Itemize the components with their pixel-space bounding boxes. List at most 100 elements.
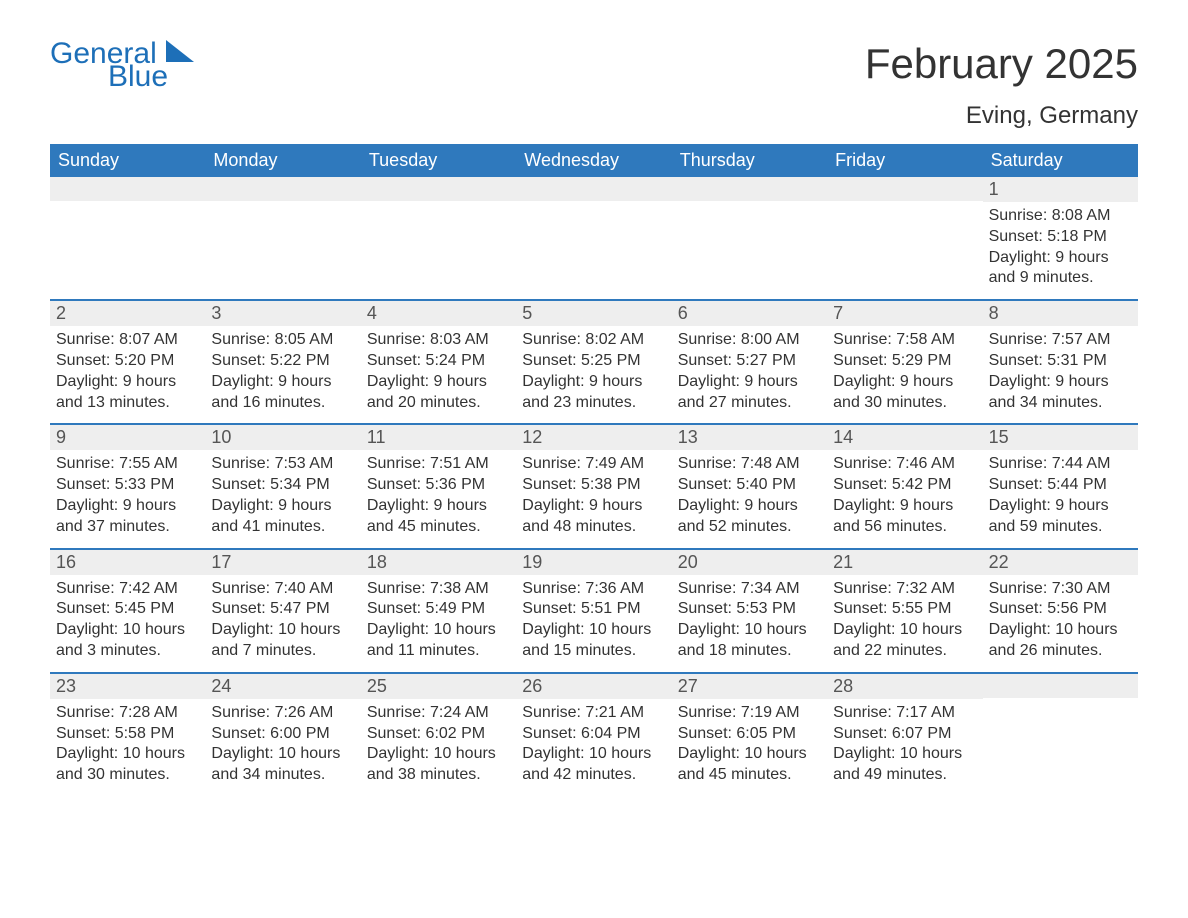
sunset-text: Sunset: 6:04 PM — [522, 724, 665, 745]
date-number — [516, 177, 671, 201]
sunrise-text: Sunrise: 7:24 AM — [367, 703, 510, 724]
date-number: 21 — [827, 550, 982, 575]
page-header: General Blue February 2025 Eving, German… — [50, 40, 1138, 130]
daylight2-text: and 9 minutes. — [989, 268, 1132, 289]
cell-body: Sunrise: 8:00 AMSunset: 5:27 PMDaylight:… — [672, 326, 827, 423]
day-header-row: Sunday Monday Tuesday Wednesday Thursday… — [50, 144, 1138, 177]
sunrise-text: Sunrise: 8:00 AM — [678, 330, 821, 351]
day-header-thursday: Thursday — [672, 144, 827, 177]
cell-body: Sunrise: 7:51 AMSunset: 5:36 PMDaylight:… — [361, 450, 516, 547]
sunrise-text: Sunrise: 8:07 AM — [56, 330, 199, 351]
sunrise-text: Sunrise: 8:05 AM — [211, 330, 354, 351]
sunrise-text: Sunrise: 7:53 AM — [211, 454, 354, 475]
sunrise-text: Sunrise: 7:44 AM — [989, 454, 1132, 475]
calendar-cell: 15Sunrise: 7:44 AMSunset: 5:44 PMDayligh… — [983, 425, 1138, 547]
date-number: 7 — [827, 301, 982, 326]
calendar-week: 2Sunrise: 8:07 AMSunset: 5:20 PMDaylight… — [50, 299, 1138, 423]
cell-body: Sunrise: 7:58 AMSunset: 5:29 PMDaylight:… — [827, 326, 982, 423]
daylight2-text: and 20 minutes. — [367, 393, 510, 414]
daylight1-text: Daylight: 9 hours — [833, 372, 976, 393]
calendar-cell: 22Sunrise: 7:30 AMSunset: 5:56 PMDayligh… — [983, 550, 1138, 672]
date-number: 12 — [516, 425, 671, 450]
daylight2-text: and 38 minutes. — [367, 765, 510, 786]
sunset-text: Sunset: 5:31 PM — [989, 351, 1132, 372]
sunrise-text: Sunrise: 7:21 AM — [522, 703, 665, 724]
weeks-container: 1Sunrise: 8:08 AMSunset: 5:18 PMDaylight… — [50, 177, 1138, 796]
daylight2-text: and 48 minutes. — [522, 517, 665, 538]
daylight2-text: and 45 minutes. — [678, 765, 821, 786]
logo: General Blue — [50, 40, 194, 90]
date-number: 16 — [50, 550, 205, 575]
sunset-text: Sunset: 6:07 PM — [833, 724, 976, 745]
calendar-cell: 2Sunrise: 8:07 AMSunset: 5:20 PMDaylight… — [50, 301, 205, 423]
daylight2-text: and 41 minutes. — [211, 517, 354, 538]
cell-body: Sunrise: 7:57 AMSunset: 5:31 PMDaylight:… — [983, 326, 1138, 423]
calendar-cell: 10Sunrise: 7:53 AMSunset: 5:34 PMDayligh… — [205, 425, 360, 547]
sunrise-text: Sunrise: 7:51 AM — [367, 454, 510, 475]
sunrise-text: Sunrise: 7:26 AM — [211, 703, 354, 724]
daylight1-text: Daylight: 9 hours — [367, 496, 510, 517]
daylight2-text: and 37 minutes. — [56, 517, 199, 538]
date-number: 27 — [672, 674, 827, 699]
calendar-cell: 16Sunrise: 7:42 AMSunset: 5:45 PMDayligh… — [50, 550, 205, 672]
sunset-text: Sunset: 5:40 PM — [678, 475, 821, 496]
daylight2-text: and 16 minutes. — [211, 393, 354, 414]
sunset-text: Sunset: 5:25 PM — [522, 351, 665, 372]
cell-body: Sunrise: 7:24 AMSunset: 6:02 PMDaylight:… — [361, 699, 516, 796]
cell-body: Sunrise: 8:03 AMSunset: 5:24 PMDaylight:… — [361, 326, 516, 423]
calendar-cell: 5Sunrise: 8:02 AMSunset: 5:25 PMDaylight… — [516, 301, 671, 423]
sunset-text: Sunset: 5:27 PM — [678, 351, 821, 372]
day-header-wednesday: Wednesday — [516, 144, 671, 177]
cell-body: Sunrise: 7:26 AMSunset: 6:00 PMDaylight:… — [205, 699, 360, 796]
sunset-text: Sunset: 5:20 PM — [56, 351, 199, 372]
date-number — [672, 177, 827, 201]
calendar: Sunday Monday Tuesday Wednesday Thursday… — [50, 144, 1138, 796]
date-number: 4 — [361, 301, 516, 326]
daylight1-text: Daylight: 10 hours — [833, 744, 976, 765]
date-number — [205, 177, 360, 201]
calendar-cell: 17Sunrise: 7:40 AMSunset: 5:47 PMDayligh… — [205, 550, 360, 672]
sunrise-text: Sunrise: 7:28 AM — [56, 703, 199, 724]
sunrise-text: Sunrise: 7:49 AM — [522, 454, 665, 475]
daylight2-text: and 18 minutes. — [678, 641, 821, 662]
sunrise-text: Sunrise: 8:02 AM — [522, 330, 665, 351]
day-header-saturday: Saturday — [983, 144, 1138, 177]
cell-body: Sunrise: 7:55 AMSunset: 5:33 PMDaylight:… — [50, 450, 205, 547]
calendar-cell: 13Sunrise: 7:48 AMSunset: 5:40 PMDayligh… — [672, 425, 827, 547]
date-number: 28 — [827, 674, 982, 699]
date-number: 3 — [205, 301, 360, 326]
sunrise-text: Sunrise: 7:46 AM — [833, 454, 976, 475]
cell-body: Sunrise: 7:46 AMSunset: 5:42 PMDaylight:… — [827, 450, 982, 547]
daylight1-text: Daylight: 9 hours — [56, 496, 199, 517]
sunset-text: Sunset: 5:18 PM — [989, 227, 1132, 248]
daylight2-text: and 56 minutes. — [833, 517, 976, 538]
logo-text: General Blue — [50, 40, 168, 90]
daylight1-text: Daylight: 9 hours — [833, 496, 976, 517]
cell-body: Sunrise: 8:02 AMSunset: 5:25 PMDaylight:… — [516, 326, 671, 423]
calendar-cell — [827, 177, 982, 299]
cell-body: Sunrise: 7:19 AMSunset: 6:05 PMDaylight:… — [672, 699, 827, 796]
logo-blue-text: Blue — [108, 63, 168, 90]
daylight2-text: and 15 minutes. — [522, 641, 665, 662]
daylight2-text: and 23 minutes. — [522, 393, 665, 414]
calendar-cell: 4Sunrise: 8:03 AMSunset: 5:24 PMDaylight… — [361, 301, 516, 423]
calendar-cell: 12Sunrise: 7:49 AMSunset: 5:38 PMDayligh… — [516, 425, 671, 547]
calendar-week: 23Sunrise: 7:28 AMSunset: 5:58 PMDayligh… — [50, 672, 1138, 796]
day-header-friday: Friday — [827, 144, 982, 177]
cell-body: Sunrise: 7:32 AMSunset: 5:55 PMDaylight:… — [827, 575, 982, 672]
cell-body: Sunrise: 7:36 AMSunset: 5:51 PMDaylight:… — [516, 575, 671, 672]
sunrise-text: Sunrise: 7:57 AM — [989, 330, 1132, 351]
daylight2-text: and 3 minutes. — [56, 641, 199, 662]
daylight2-text: and 11 minutes. — [367, 641, 510, 662]
daylight2-text: and 45 minutes. — [367, 517, 510, 538]
date-number: 11 — [361, 425, 516, 450]
sunset-text: Sunset: 5:38 PM — [522, 475, 665, 496]
daylight1-text: Daylight: 10 hours — [367, 744, 510, 765]
sunrise-text: Sunrise: 7:30 AM — [989, 579, 1132, 600]
date-number: 17 — [205, 550, 360, 575]
daylight1-text: Daylight: 10 hours — [211, 744, 354, 765]
cell-body: Sunrise: 7:49 AMSunset: 5:38 PMDaylight:… — [516, 450, 671, 547]
daylight1-text: Daylight: 9 hours — [367, 372, 510, 393]
date-number: 13 — [672, 425, 827, 450]
cell-body: Sunrise: 8:08 AMSunset: 5:18 PMDaylight:… — [983, 202, 1138, 299]
